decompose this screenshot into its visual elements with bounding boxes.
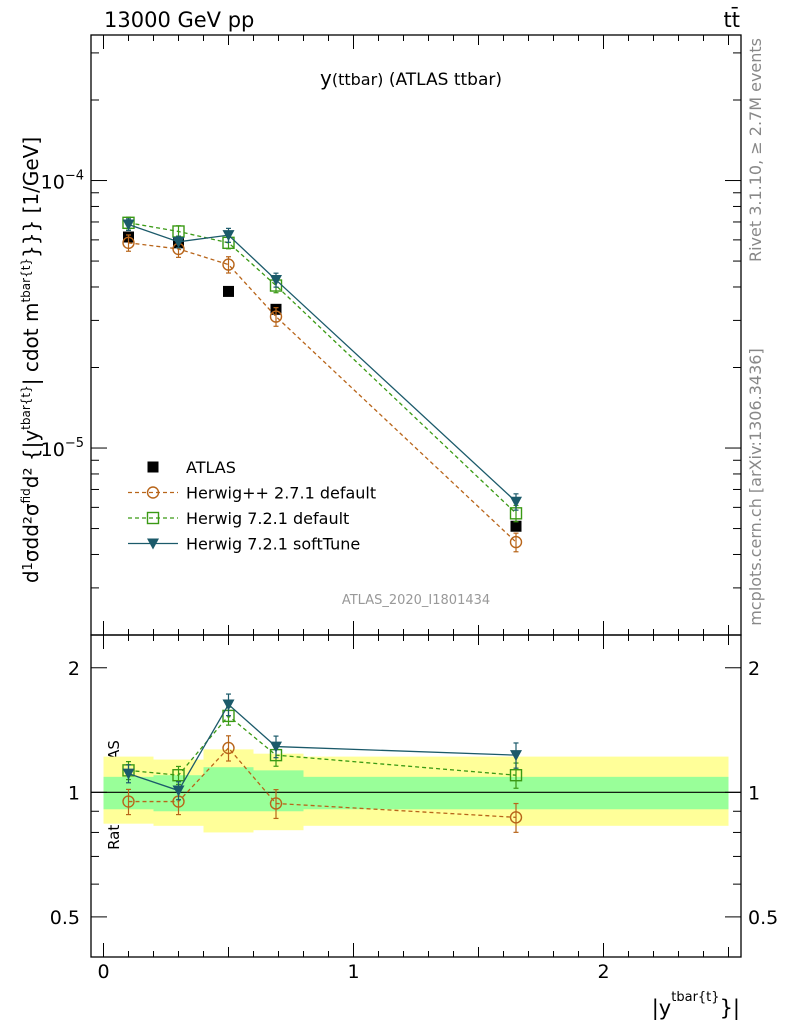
header-right: tt̄ [724, 7, 740, 32]
svg-text:d1σdd²σfidd² {|ytbar{t}| cdot: d1σdd²σfidd² {|ytbar{t}| cdot mtbar{t}}}… [19, 137, 43, 583]
ratio-herwigpp-line [128, 746, 517, 819]
y-tick-label: 10−5 [41, 436, 84, 461]
ratio-y-tick-label-left: 0.5 [50, 907, 80, 929]
svg-text:|ytbar{t}}|: |ytbar{t}}| [652, 990, 740, 1021]
legend-marker-atlas [147, 461, 159, 473]
ratio-softtune-point [222, 699, 235, 711]
legend-label-atlas: ATLAS [186, 458, 236, 477]
main-herwigpp-point [509, 535, 523, 549]
main-panel: 10−4 10−5 ATLAS Herwig++ 2.7.1 default Herwi… [41, 34, 742, 636]
legend-marker-herwigpp [146, 486, 160, 499]
ratio-herwig721-point [509, 769, 523, 782]
main-atlas-point [510, 520, 522, 532]
x-tick-label: 1 [347, 961, 359, 983]
ratio-y-tick-label-left: 2 [68, 658, 80, 680]
main-softtune-point [122, 219, 135, 231]
ratio-y-tick-label-right: 1 [748, 782, 760, 804]
main-herwigpp-line [128, 242, 517, 543]
title-main: y [320, 66, 332, 90]
ratio-y-tick-label-right: 0.5 [748, 907, 778, 929]
x-axis-label: |ytbar{t}}| [652, 990, 740, 1021]
main-title: y(ttbar) (ATLAS ttbar) [320, 66, 502, 90]
main-softtune-point [510, 496, 522, 508]
main-atlas-point [223, 285, 234, 297]
main-softtune-point [172, 236, 185, 248]
ratio-frame [90, 634, 742, 958]
svg-text:y(ttbar) (ATLAS ttbar): y(ttbar) (ATLAS ttbar) [320, 66, 502, 90]
ratio-y-tick-label-left: 1 [68, 782, 80, 804]
legend-marker-softtune [147, 538, 159, 550]
main-herwigpp-point [122, 236, 135, 250]
x-tick-label: 2 [597, 961, 609, 983]
legend-label-herwig721: Herwig 7.2.1 default [186, 509, 349, 528]
uncertainty-band-inner [253, 770, 304, 812]
watermark: ATLAS_2020_I1801434 [342, 593, 490, 608]
title-small: (ttbar) [332, 70, 384, 89]
ratio-softtune-point [510, 750, 522, 762]
main-softtune-point [222, 230, 235, 242]
title-rest: (ATLAS ttbar) [383, 70, 502, 90]
legend: ATLAS Herwig++ 2.7.1 default Herwig 7.2.1 … [128, 458, 376, 554]
main-herwigpp-point [269, 310, 283, 323]
main-softtune-point [270, 274, 282, 286]
main-y-axis-label: d1σdd²σfidd² {|ytbar{t}| cdot mtbar{t}}}… [19, 137, 43, 583]
ratio-softtune-point [270, 741, 282, 753]
header-left: 13000 GeV pp [104, 8, 254, 32]
ratio-softtune-point [122, 768, 135, 780]
ratio-panel: 0.5 0.5 1 1 2 2 0 1 2 [50, 634, 778, 983]
legend-marker-herwig721 [146, 511, 160, 525]
ratio-softtune-point [172, 785, 185, 797]
uncertainty-band-inner [203, 767, 254, 812]
ratio-herwigpp-point [509, 811, 523, 824]
rivet-label: Rivet 3.1.10, ≥ 2.7M events [746, 38, 765, 262]
x-tick-label: 0 [97, 961, 109, 983]
y-tick-label: 10−4 [41, 169, 84, 194]
ratio-herwig721-point [172, 769, 185, 782]
ratio-herwigpp-point [222, 741, 235, 755]
main-herwig721-line [128, 222, 517, 514]
ratio-herwigpp-point [122, 795, 135, 808]
legend-label-herwigpp: Herwig++ 2.7.1 default [186, 484, 376, 503]
ratio-herwigpp-point [269, 797, 283, 810]
legend-label-softtune: Herwig 7.2.1 softTune [186, 535, 360, 554]
mcplots-label: mcplots.cern.ch [arXiv:1306.3436] [746, 348, 765, 625]
main-herwigpp-point [222, 258, 235, 271]
ratio-y-tick-label-right: 2 [748, 658, 760, 680]
